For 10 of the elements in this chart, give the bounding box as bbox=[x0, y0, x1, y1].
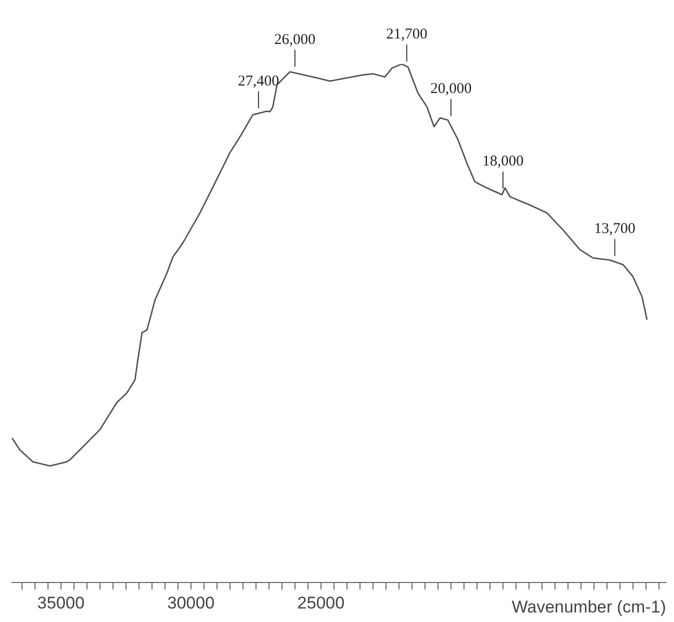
x-tick-label: 30000 bbox=[167, 593, 215, 612]
x-tick-label: 25000 bbox=[297, 593, 345, 612]
x-tick-label: 35000 bbox=[37, 593, 85, 612]
x-axis-title: Wavenumber (cm-1) bbox=[512, 597, 666, 616]
annotation: 18,000 bbox=[482, 154, 524, 170]
annotation: 21,700 bbox=[386, 26, 428, 43]
annotation: 26,000 bbox=[274, 32, 316, 48]
annotation: 13,700 bbox=[594, 221, 636, 238]
annotation: 27,400 bbox=[238, 73, 280, 90]
annotation: 20,000 bbox=[430, 81, 472, 98]
